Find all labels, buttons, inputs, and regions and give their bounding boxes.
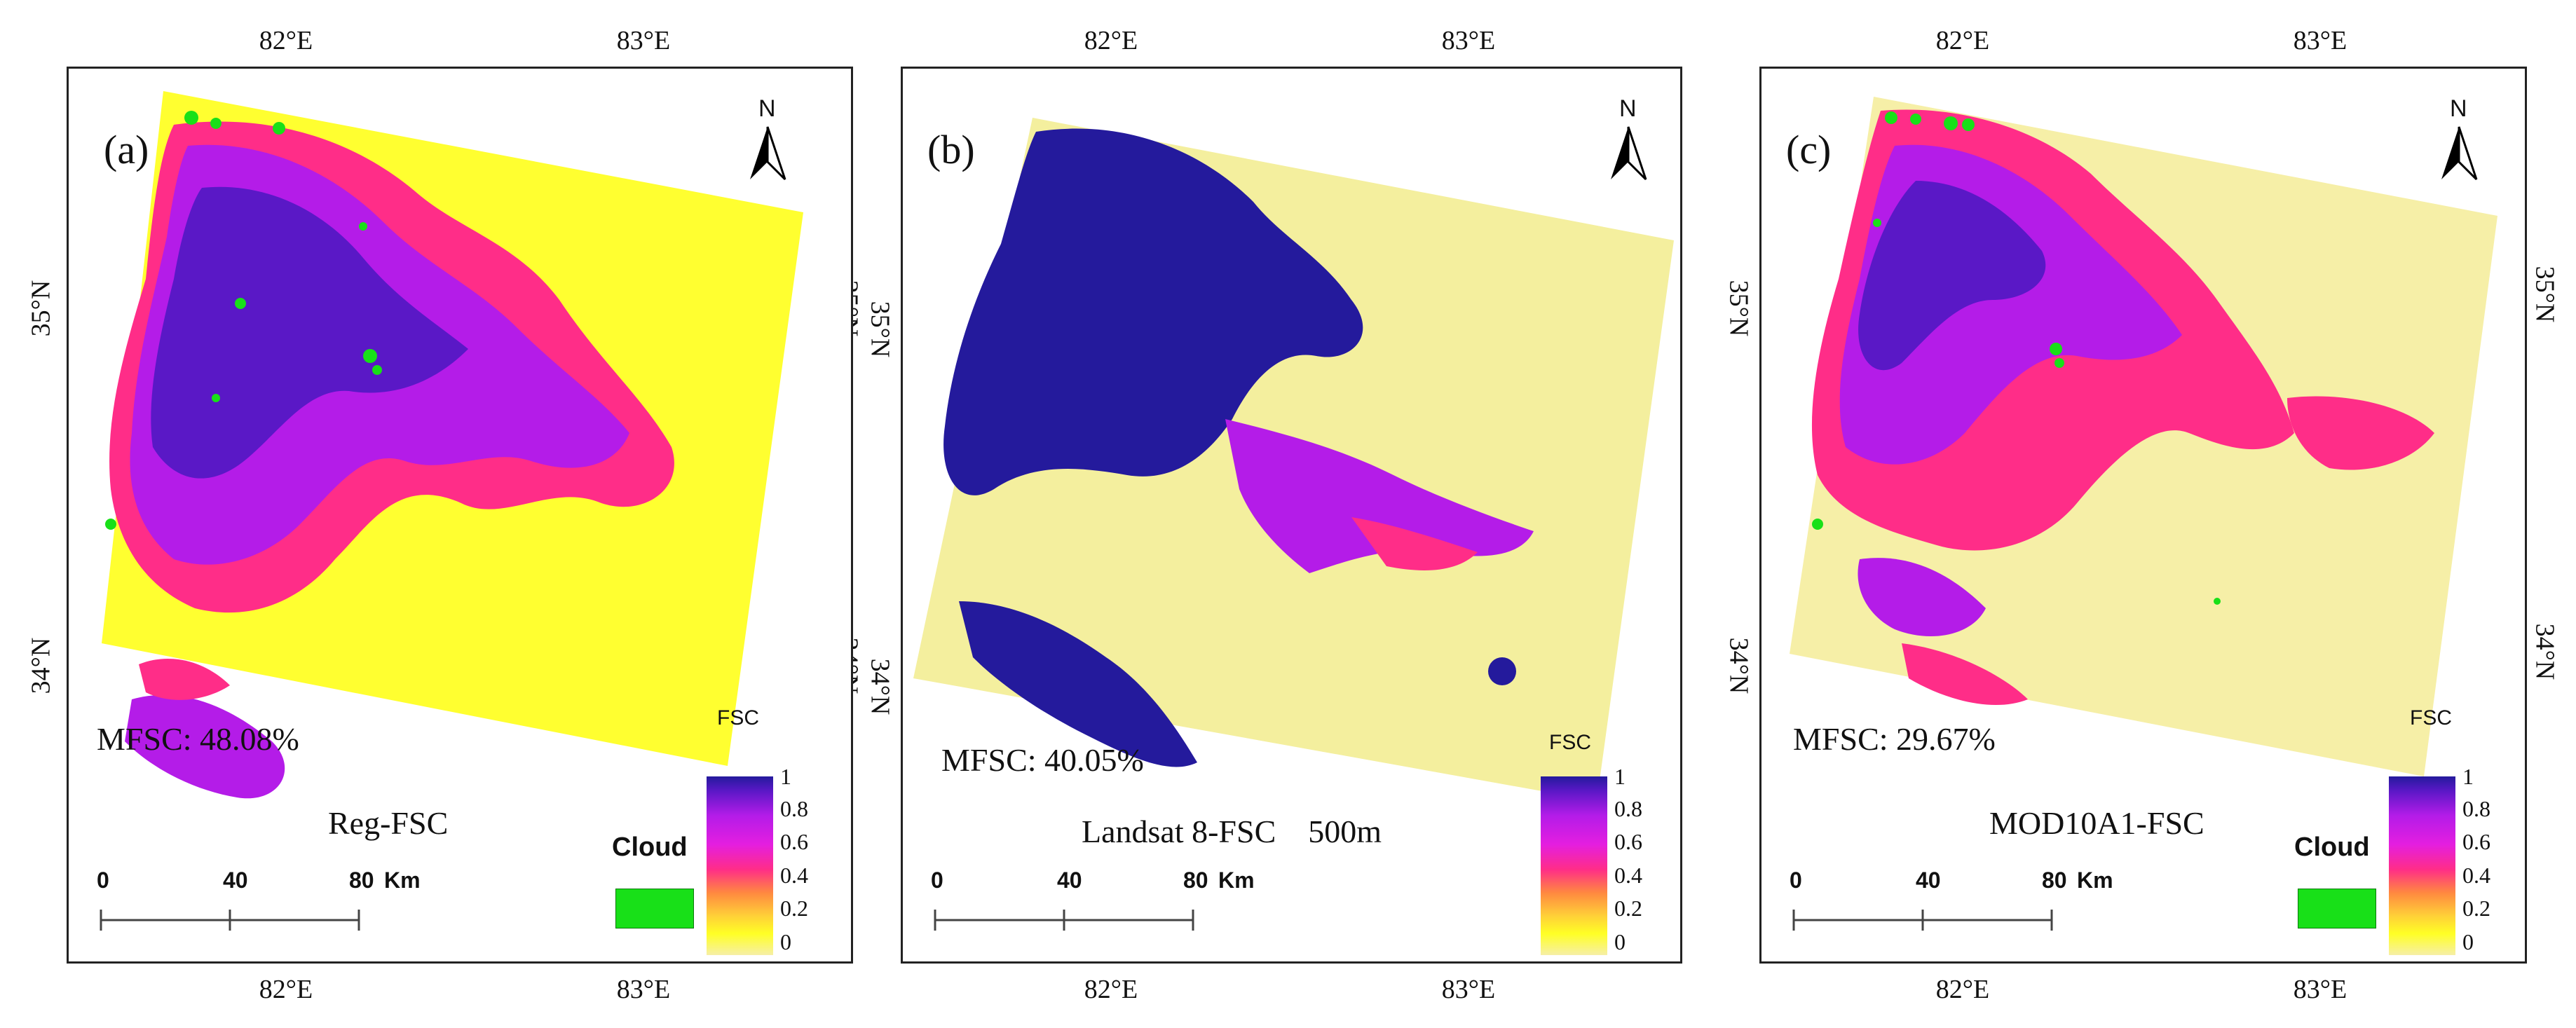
- lat-tick-left-34: 34°N: [1724, 637, 1754, 694]
- fsc-raster-c: [1790, 97, 2497, 776]
- lon-tick-top-83: 83°E: [616, 26, 671, 55]
- fsc-raster-b: [913, 118, 1674, 801]
- scale-label-40: 40: [1057, 868, 1082, 893]
- cb-tick-0.8: 0.8: [780, 796, 808, 821]
- scale-label-0: 0: [97, 868, 109, 893]
- cb-tick-0.4: 0.4: [1614, 863, 1642, 888]
- lon-tick-bottom-82: 82°E: [259, 975, 313, 1004]
- lat-tick-left-35: 35°N: [26, 280, 56, 337]
- lat-tick-right-35: 35°N: [2530, 266, 2560, 323]
- north-letter-a: N: [758, 95, 776, 122]
- cloud-legend-label-a: Cloud: [612, 832, 688, 862]
- cloud-legend-swatch-a: [615, 889, 694, 928]
- colorbar-a: [707, 776, 773, 955]
- lon-tick-bottom-82: 82°E: [1935, 975, 1990, 1004]
- snow-patches-c: [1811, 109, 2434, 706]
- cb-tick-0.6: 0.6: [780, 829, 808, 854]
- lon-tick-bottom-82: 82°E: [1084, 975, 1138, 1004]
- north-letter-b: N: [1619, 95, 1637, 122]
- scale-line: [1792, 910, 2053, 931]
- cb-tick-0.4: 0.4: [780, 863, 808, 888]
- lat-tick-right-35: 35°N: [865, 301, 895, 358]
- colorbar-title-a: FSC: [717, 706, 759, 729]
- panel-label-a: (a): [104, 127, 149, 172]
- cloud-pixels-c: [1812, 111, 2221, 605]
- cloud-legend-label-c: Cloud: [2294, 832, 2370, 862]
- scale-bar-a: 0 40 80 Km: [97, 868, 421, 945]
- mfsc-value-b: MFSC: 40.05%: [941, 742, 1144, 778]
- scale-line: [934, 910, 1194, 931]
- scale-unit: Km: [1218, 868, 1255, 893]
- colorbar-b: [1541, 776, 1607, 955]
- cb-tick-0.8: 0.8: [2462, 796, 2490, 821]
- lon-tick-bottom-83: 83°E: [2293, 975, 2347, 1004]
- cb-tick-0: 0: [2462, 929, 2474, 954]
- product-name-c: MOD10A1-FSC: [1989, 805, 2204, 841]
- cb-tick-0.2: 0.2: [780, 896, 808, 921]
- cb-tick-0.6: 0.6: [1614, 829, 1642, 854]
- cb-tick-1: 1: [1614, 764, 1626, 789]
- cb-tick-0.8: 0.8: [1614, 796, 1642, 821]
- lon-tick-bottom-83: 83°E: [1441, 975, 1496, 1004]
- scale-label-40: 40: [1916, 868, 1941, 893]
- mfsc-value-c: MFSC: 29.67%: [1793, 721, 1996, 757]
- map-panel-c: 82°E 83°E 82°E 83°E 35°N 34°N 35°N 34°N …: [1717, 0, 2576, 1028]
- panel-label-c: (c): [1786, 127, 1832, 172]
- scale-bar-b: 0 40 80 Km: [931, 868, 1255, 945]
- north-letter-c: N: [2450, 95, 2467, 122]
- scale-label-0: 0: [1790, 868, 1802, 893]
- north-arrow-a: N: [743, 95, 792, 186]
- north-arrow-icon: [2441, 126, 2478, 181]
- lon-tick-top-83: 83°E: [2293, 26, 2347, 55]
- cb-tick-0: 0: [1614, 929, 1626, 954]
- north-arrow-c: N: [2434, 95, 2483, 186]
- lon-tick-top-83: 83°E: [1441, 26, 1496, 55]
- map-frame-c: (c) N MFSC: 29.67% MOD10A1-FSC 0 40 80 K…: [1759, 67, 2527, 964]
- scale-line: [100, 910, 360, 931]
- lon-tick-top-82: 82°E: [259, 26, 313, 55]
- north-arrow-icon: [750, 126, 786, 181]
- cb-tick-0: 0: [780, 929, 791, 954]
- panel-label-b: (b): [927, 127, 975, 172]
- lon-tick-top-82: 82°E: [1935, 26, 1990, 55]
- cb-tick-0.2: 0.2: [1614, 896, 1642, 921]
- snow-patches-b: [943, 128, 1534, 767]
- product-name-a: Reg-FSC: [328, 805, 449, 841]
- map-panel-a: 82°E 83°E 82°E 83°E 35°N 34°N 35°N 34°N …: [0, 0, 863, 1028]
- scale-unit: Km: [2077, 868, 2113, 893]
- lat-tick-right-34: 34°N: [865, 658, 895, 715]
- north-arrow-b: N: [1604, 95, 1653, 186]
- lat-tick-right-34: 34°N: [2530, 623, 2560, 680]
- lon-tick-top-82: 82°E: [1084, 26, 1138, 55]
- map-frame-b: (b) N MFSC: 40.05% Landsat 8-FSC 500m 0 …: [901, 67, 1682, 964]
- product-name-b: Landsat 8-FSC 500m: [1082, 814, 1382, 849]
- north-arrow-icon: [1611, 126, 1647, 181]
- cb-tick-1: 1: [2462, 764, 2474, 789]
- scale-label-40: 40: [223, 868, 248, 893]
- fsc-raster-a: [102, 91, 803, 799]
- scale-bar-c: 0 40 80 Km: [1790, 868, 2113, 945]
- scale-unit: Km: [384, 868, 421, 893]
- cb-tick-0.4: 0.4: [2462, 863, 2490, 888]
- scale-label-80: 80: [2042, 868, 2067, 893]
- colorbar-c: [2389, 776, 2455, 955]
- cloud-pixels-a: [105, 111, 382, 530]
- map-panel-b: 82°E 83°E 82°E 83°E 35°N 34°N (b) N MFSC…: [859, 0, 1717, 1028]
- map-frame-a: (a) N MFSC: 48.08% Reg-FSC 0 40 80 Km FS…: [67, 67, 853, 964]
- cb-tick-0.6: 0.6: [2462, 829, 2490, 854]
- lon-tick-bottom-83: 83°E: [616, 975, 671, 1004]
- scale-label-80: 80: [1183, 868, 1208, 893]
- snow-patches-a: [109, 121, 674, 799]
- cb-tick-0.2: 0.2: [2462, 896, 2490, 921]
- colorbar-title-b: FSC: [1549, 731, 1591, 754]
- lat-tick-left-34: 34°N: [26, 637, 56, 694]
- cb-tick-1: 1: [780, 764, 791, 789]
- scale-label-80: 80: [349, 868, 374, 893]
- lat-tick-left-35: 35°N: [1724, 280, 1754, 337]
- mfsc-value-a: MFSC: 48.08%: [97, 721, 299, 757]
- scale-label-0: 0: [931, 868, 943, 893]
- colorbar-title-c: FSC: [2410, 706, 2452, 729]
- cloud-legend-swatch-c: [2298, 889, 2376, 928]
